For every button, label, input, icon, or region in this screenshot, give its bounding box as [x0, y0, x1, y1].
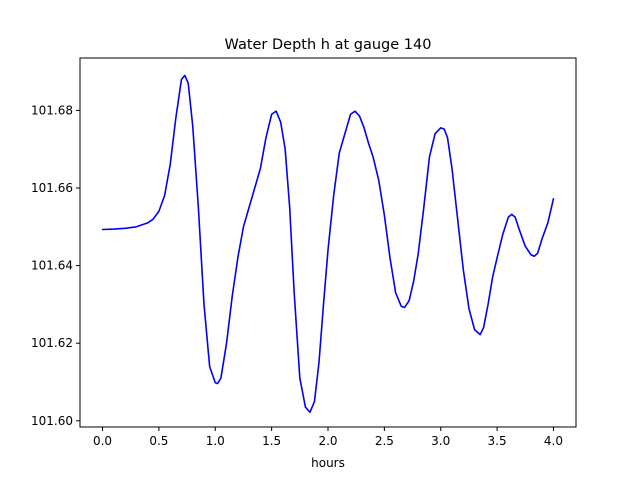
y-tick-label: 101.68 — [31, 103, 73, 117]
x-tick-label: 4.0 — [544, 434, 563, 448]
y-tick-label: 101.62 — [31, 336, 73, 350]
x-tick-label: 1.0 — [206, 434, 225, 448]
x-tick-label: 0.5 — [149, 434, 168, 448]
y-axis: 101.60 101.62 101.64 101.66 101.68 — [31, 103, 80, 428]
x-tick-label: 1.5 — [262, 434, 281, 448]
y-tick-label: 101.60 — [31, 414, 73, 428]
plot-frame — [79, 57, 577, 428]
series-line-water-depth — [101, 74, 555, 414]
y-tick-label: 101.64 — [31, 259, 73, 273]
chart-title: Water Depth h at gauge 140 — [225, 37, 432, 53]
y-tick-label: 101.66 — [31, 181, 73, 195]
x-axis-label: hours — [311, 456, 345, 470]
x-tick-label: 3.0 — [431, 434, 450, 448]
x-tick-label: 2.0 — [318, 434, 337, 448]
x-axis: 0.0 0.5 1.0 1.5 2.0 2.5 3.0 3.5 4.0 — [93, 427, 563, 448]
x-tick-label: 3.5 — [488, 434, 507, 448]
x-tick-label: 2.5 — [375, 434, 394, 448]
x-tick-label: 0.0 — [93, 434, 112, 448]
